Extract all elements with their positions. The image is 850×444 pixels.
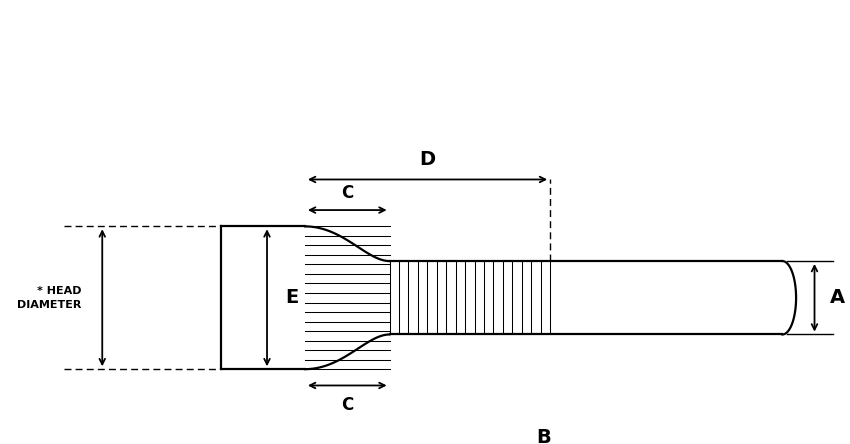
Text: C: C xyxy=(341,184,354,202)
Text: E: E xyxy=(286,288,299,307)
Text: D: D xyxy=(420,150,435,169)
Text: A: A xyxy=(830,288,845,307)
Text: B: B xyxy=(536,428,551,444)
Text: * HEAD
DIAMETER: * HEAD DIAMETER xyxy=(17,286,81,310)
Text: C: C xyxy=(341,396,354,414)
